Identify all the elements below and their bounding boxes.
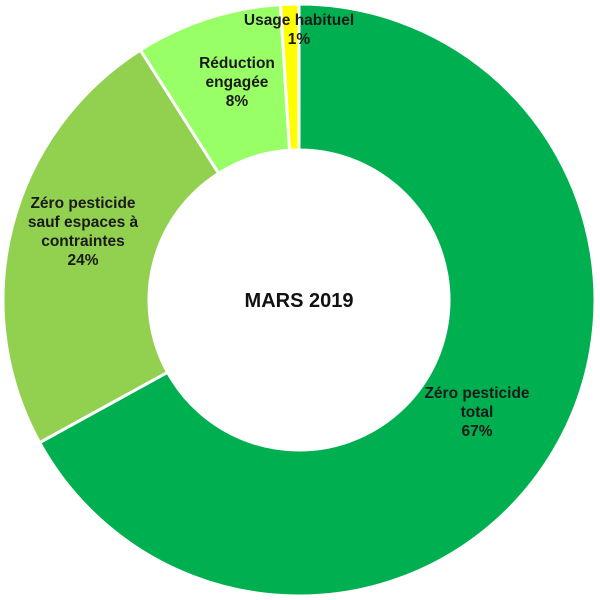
slice-category-label: total [461,404,494,421]
slice-category-label: sauf espaces à [28,214,139,231]
slice-label-zero-pesticide-sauf-espaces-a-contraintes: Zéro pesticide sauf espaces à contraintes 2… [28,195,139,269]
slice-value-label: 24% [67,252,98,269]
slice-category-label: Zéro pesticide [424,385,529,402]
slice-category-label: Zéro pesticide [30,195,135,212]
slice-label-zero-pesticide-total: Zéro pesticide total 67% [424,385,529,440]
slice-label-usage-habituel: Usage habituel 1% [244,12,354,48]
slice-value-label: 1% [288,31,311,48]
slice-value-label: 8% [226,93,249,110]
slice-category-label: Réduction [199,55,275,72]
slice-zero-pesticide-total [37,2,597,598]
slice-label-reduction-engagee: Réduction engagée 8% [199,55,275,110]
slice-category-label: contraintes [41,233,125,250]
slice-category-label: Usage habituel [244,12,354,29]
slice-value-label: 67% [461,423,492,440]
slice-zero-pesticide-sauf-espaces-a-contraintes [1,48,221,445]
slice-labels: Zéro pesticide total 67% Zéro pesticide sauf… [28,12,530,440]
chart-center-label: MARS 2019 [245,290,354,312]
slice-usage-habituel [278,2,301,152]
slice-category-label: engagée [206,74,269,91]
